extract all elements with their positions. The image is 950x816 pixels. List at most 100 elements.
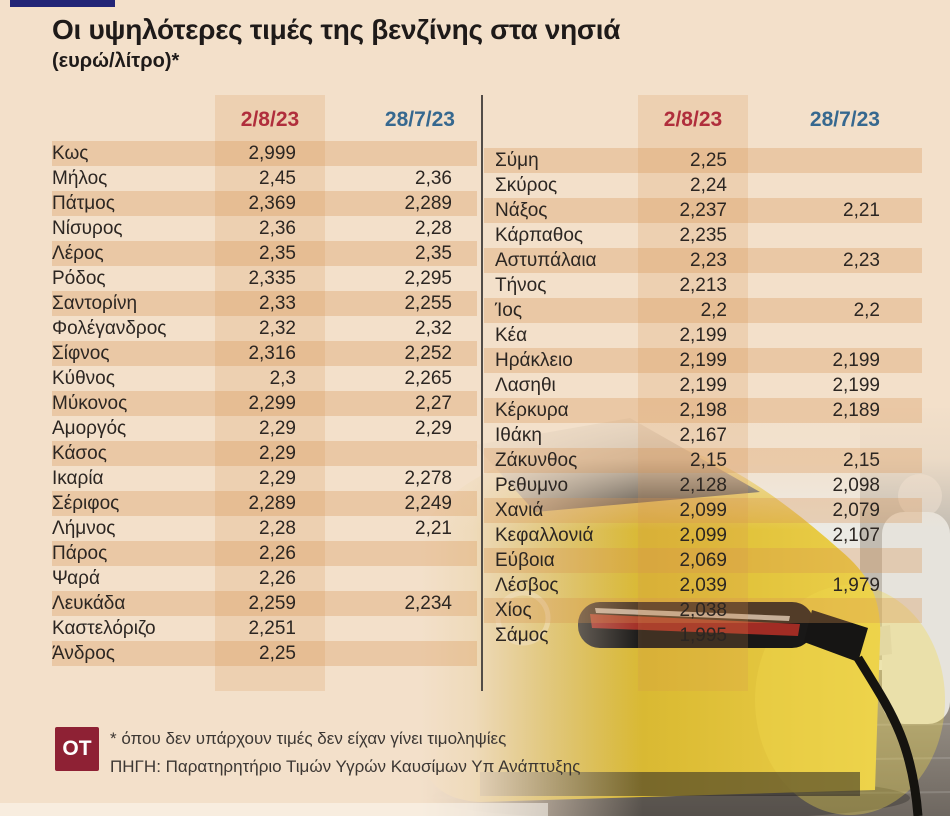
table-row: Λευκάδα 2,259 2,234 [52,591,477,616]
table-row: Ρεθυμνο 2,128 2,098 [484,473,922,498]
price-current: 2,099 [679,525,727,546]
row-filler [880,623,922,648]
price-previous: 2,255 [404,293,452,314]
price-current: 1,995 [679,625,727,646]
row-filler [452,591,477,616]
island-name: Πάρος [52,543,108,564]
row-filler [452,141,477,166]
row-filler [452,641,477,666]
table-row: Σύμη 2,25 [484,148,922,173]
island-name: Πάτμος [52,193,115,214]
highlight-band-left [215,95,325,691]
table-row: Σαντορίνη 2,33 2,255 [52,291,477,316]
table-row: Μήλος 2,45 2,36 [52,166,477,191]
island-name: Σέριφος [52,493,120,514]
row-filler [452,541,477,566]
island-name: Κύθνος [52,368,115,389]
row-filler [880,323,922,348]
row-filler [880,423,922,448]
row-filler [880,398,922,423]
price-current: 2,32 [259,318,296,339]
row-filler [452,191,477,216]
price-previous: 1,979 [832,575,880,596]
row-filler [452,266,477,291]
island-name: Ιθάκη [495,425,542,446]
price-previous: 2,21 [415,518,452,539]
price-previous [731,623,880,648]
row-filler [880,573,922,598]
table-row: Αμοργός 2,29 2,29 [52,416,477,441]
price-previous: 2,265 [404,368,452,389]
price-current: 2,199 [679,350,727,371]
table-row: Μύκονος 2,299 2,27 [52,391,477,416]
island-name: Αστυπάλαια [495,250,597,271]
price-previous: 2,36 [415,168,452,189]
table-row: Κέρκυρα 2,198 2,189 [484,398,922,423]
table-row: Πάρος 2,26 [52,541,477,566]
row-filler [880,148,922,173]
price-previous: 2,295 [404,268,452,289]
island-name: Κεφαλλονιά [495,525,594,546]
price-current: 2,167 [679,425,727,446]
table-row: Σίφνος 2,316 2,252 [52,341,477,366]
price-current: 2,25 [690,150,727,171]
price-current: 2,128 [679,475,727,496]
row-filler [880,473,922,498]
row-filler [880,298,922,323]
table-row: Κάρπαθος 2,235 [484,223,922,248]
price-current: 2,23 [690,250,727,271]
price-current: 2,26 [259,543,296,564]
price-previous: 2,32 [415,318,452,339]
island-name: Λήμνος [52,518,116,539]
row-filler [452,341,477,366]
price-previous: 2,2 [853,300,880,321]
table-row: Σάμος 1,995 [484,623,922,648]
island-name: Κως [52,143,89,164]
island-name: Κάρπαθος [495,225,584,246]
table-row: Ηράκλειο 2,199 2,199 [484,348,922,373]
island-name: Κέρκυρα [495,400,569,421]
island-name: Ψαρά [52,568,100,589]
price-previous [731,148,880,173]
price-current: 2,26 [259,568,296,589]
price-previous [731,173,880,198]
table-row: Νάξος 2,237 2,21 [484,198,922,223]
row-filler [452,516,477,541]
table-row: Ιθάκη 2,167 [484,423,922,448]
ot-logo: OT [55,727,99,771]
table-row: Ζάκυνθος 2,15 2,15 [484,448,922,473]
price-current: 2,251 [248,618,296,639]
table-row: Πάτμος 2,369 2,289 [52,191,477,216]
price-previous [731,548,880,573]
column-header-current-right: 2/8/23 [663,108,723,131]
row-filler [452,291,477,316]
row-filler [452,416,477,441]
table-row: Σέριφος 2,289 2,249 [52,491,477,516]
row-filler [452,241,477,266]
price-previous: 2,27 [415,393,452,414]
island-name: Σαντορίνη [52,293,138,314]
price-current: 2,36 [259,218,296,239]
price-previous [731,423,880,448]
table-row: Ψαρά 2,26 [52,566,477,591]
price-previous: 2,15 [843,450,880,471]
row-filler [880,198,922,223]
table-row: Χίος 2,038 [484,598,922,623]
source-line: ΠΗΓΗ: Παρατηρητήριο Τιμών Υγρών Καυσίμων… [110,757,581,776]
price-current: 2,199 [679,375,727,396]
price-previous [731,273,880,298]
island-name: Σίφνος [52,343,110,364]
price-previous: 2,199 [832,375,880,396]
row-filler [452,466,477,491]
island-name: Μύκονος [52,393,128,414]
island-name: Λέρος [52,243,104,264]
price-previous [300,441,452,466]
price-current: 2,198 [679,400,727,421]
row-filler [452,316,477,341]
price-previous [731,598,880,623]
island-name: Τήνος [495,275,547,296]
column-header-current-left: 2/8/23 [240,108,300,131]
island-name: Εύβοια [495,550,555,571]
row-filler [452,166,477,191]
price-current: 2,299 [248,393,296,414]
